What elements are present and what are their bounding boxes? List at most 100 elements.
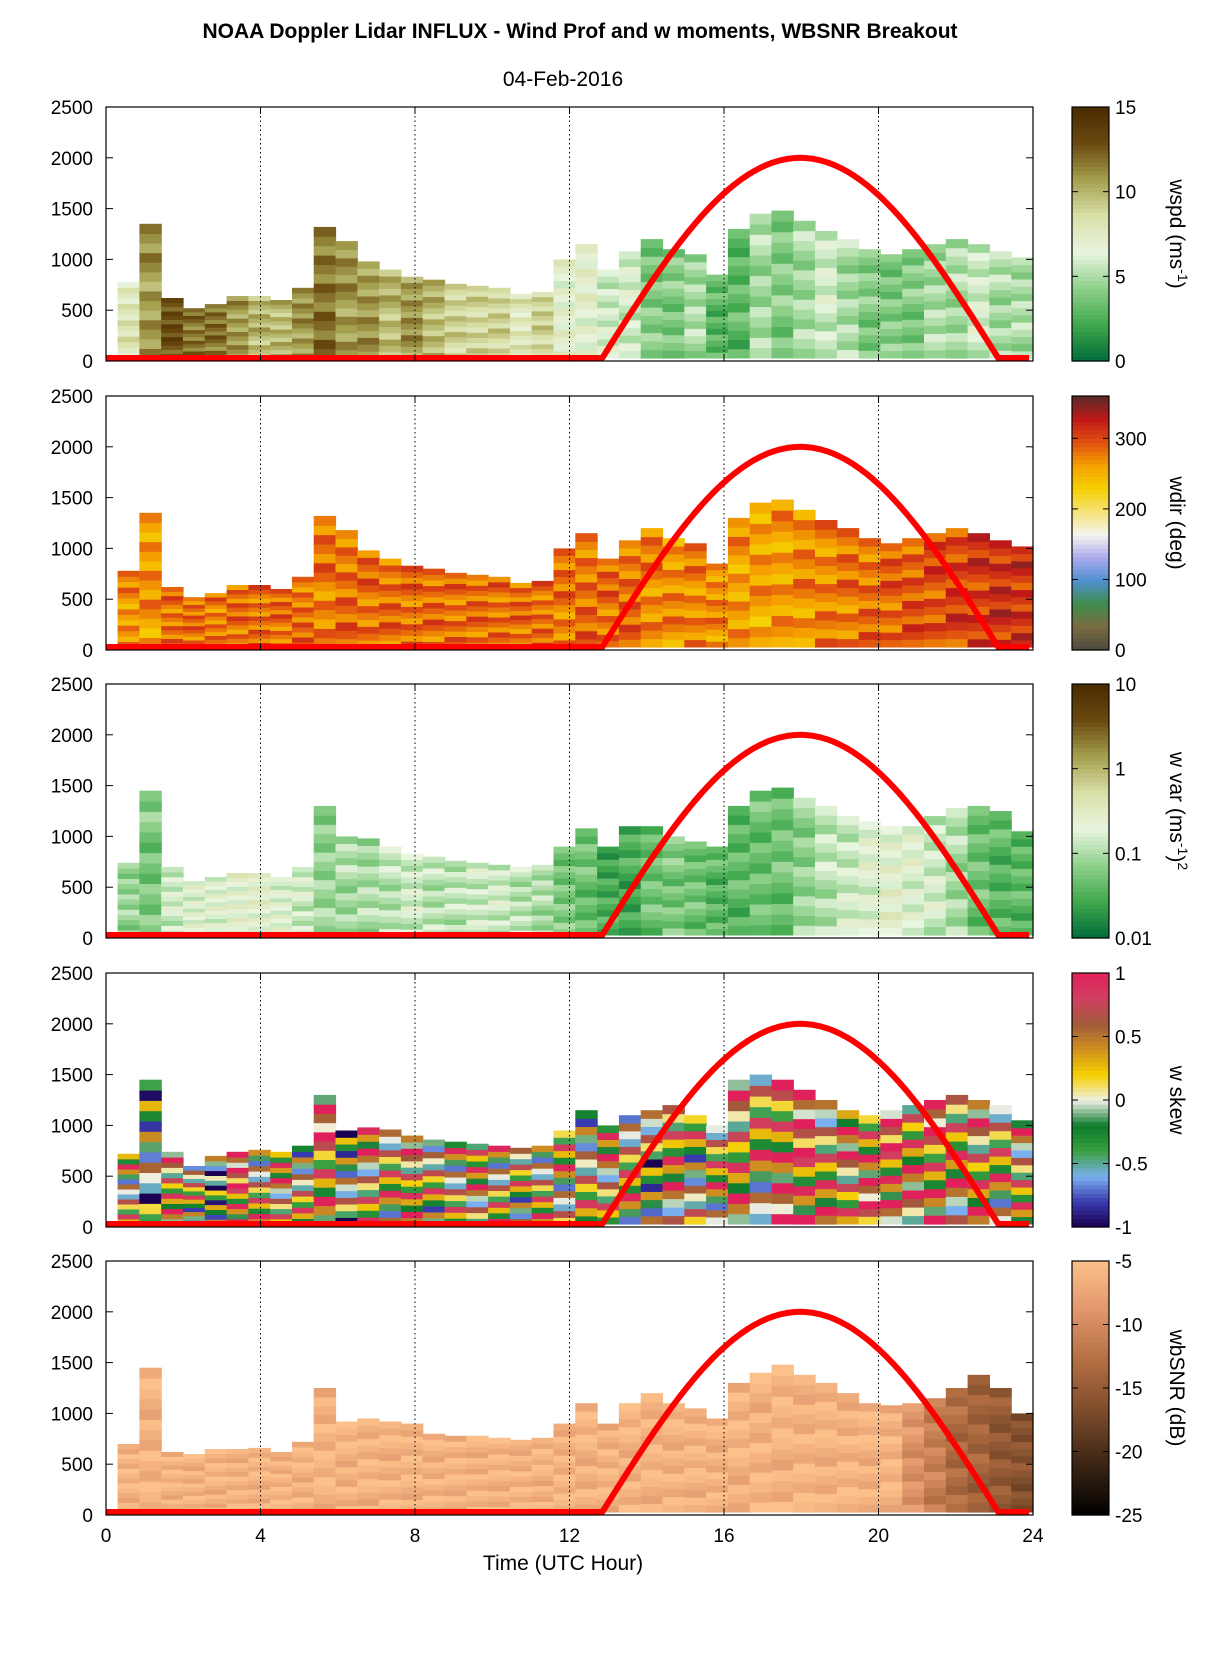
- heatmap-cell: [771, 1396, 794, 1408]
- heatmap-cell: [204, 331, 228, 336]
- heatmap-cells: [117, 499, 1034, 648]
- heatmap-cell: [706, 593, 729, 600]
- heatmap-cell: [967, 1206, 990, 1216]
- heatmap-cell: [902, 1426, 925, 1435]
- heatmap-cell: [945, 1476, 969, 1486]
- heatmap-cell: [662, 1504, 685, 1513]
- heatmap-cell: [989, 342, 1012, 351]
- heatmap-cell: [815, 556, 838, 566]
- heatmap-cell: [488, 1448, 511, 1455]
- heatmap-cell: [902, 1442, 925, 1451]
- colorbar-swatch: [1072, 981, 1109, 987]
- heatmap-cell: [204, 877, 228, 882]
- heatmap-cell: [270, 901, 293, 907]
- heatmap-cell: [640, 587, 664, 597]
- colorbar-swatch: [1072, 1476, 1109, 1482]
- heatmap-cell: [836, 1110, 860, 1119]
- heatmap-cell: [509, 610, 533, 616]
- colorbar-tick-label: 0.5: [1115, 1028, 1141, 1049]
- heatmap-cell: [531, 590, 555, 596]
- heatmap-cell: [684, 580, 707, 589]
- heatmap-cell: [575, 557, 598, 567]
- heatmap-cell: [1011, 883, 1034, 892]
- heatmap-cell: [357, 282, 380, 290]
- heatmap-cell: [902, 334, 925, 344]
- heatmap-cell: [815, 1162, 838, 1172]
- heatmap-cell: [444, 631, 467, 637]
- heatmap-cell: [989, 881, 1012, 892]
- heatmap-cell: [902, 849, 925, 858]
- heatmap-cell: [858, 829, 881, 838]
- heatmap-cell: [815, 1108, 838, 1119]
- colorbar-swatch: [1072, 501, 1109, 507]
- heatmap-cell: [379, 294, 402, 302]
- colorbar-swatch: [1072, 1358, 1109, 1364]
- heatmap-cell: [161, 886, 184, 892]
- heatmap-cell: [684, 1452, 707, 1461]
- heatmap-cell: [880, 1458, 903, 1467]
- heatmap-cell: [117, 878, 140, 885]
- heatmap-cell: [771, 787, 794, 799]
- colorbar-swatch: [1072, 1167, 1109, 1173]
- heatmap-cell: [902, 903, 925, 913]
- heatmap-cell: [270, 1203, 293, 1210]
- heatmap-cell: [292, 915, 315, 921]
- heatmap-cell: [727, 238, 751, 248]
- heatmap-cell: [706, 922, 729, 930]
- heatmap-cell: [1011, 300, 1034, 309]
- heatmap-cell: [815, 833, 838, 844]
- colorbar-swatch: [1072, 480, 1109, 486]
- heatmap-cell: [727, 256, 751, 267]
- heatmap-cell: [357, 275, 380, 283]
- heatmap-cell: [967, 907, 990, 918]
- heatmap-cell: [836, 1175, 860, 1184]
- heatmap-cell: [422, 867, 446, 875]
- heatmap-cell: [509, 633, 533, 639]
- heatmap-cell: [727, 573, 751, 583]
- heatmap-cell: [793, 915, 816, 926]
- heatmap-cell: [924, 565, 947, 575]
- heatmap-cell: [902, 280, 925, 289]
- heatmap-cell: [662, 1480, 685, 1490]
- heatmap-cell: [357, 1161, 380, 1170]
- heatmap-cell: [989, 1388, 1012, 1398]
- heatmap-cell: [466, 1452, 489, 1459]
- heatmap-cell: [357, 557, 380, 565]
- heatmap-cell: [989, 1432, 1012, 1442]
- heatmap-cell: [139, 790, 162, 802]
- heatmap-cell: [117, 592, 140, 599]
- colorbar-frame: [1071, 683, 1110, 939]
- heatmap-cell: [749, 1422, 773, 1433]
- heatmap-cell: [335, 241, 358, 250]
- heatmap-cell: [335, 892, 358, 901]
- heatmap-cell: [139, 522, 162, 533]
- heatmap-cell: [422, 884, 446, 891]
- heatmap-cell: [640, 1126, 664, 1136]
- colorbar-swatch: [1072, 586, 1109, 592]
- colorbar-swatch: [1072, 696, 1109, 702]
- heatmap-cell: [858, 1216, 881, 1225]
- heatmap-cell: [488, 1207, 511, 1214]
- heatmap-cell: [924, 918, 947, 928]
- heatmap-cell: [553, 287, 576, 296]
- heatmap-cell: [684, 1177, 707, 1186]
- heatmap-cell: [488, 332, 511, 339]
- heatmap-cell: [662, 303, 685, 312]
- heatmap-cell: [924, 926, 947, 936]
- heatmap-cell: [357, 852, 380, 860]
- heatmap-cell: [597, 1474, 620, 1481]
- heatmap-cell: [749, 924, 773, 936]
- heatmap-cell: [880, 880, 903, 889]
- heatmap-cell: [902, 538, 925, 547]
- heatmap-cell: [945, 1467, 969, 1478]
- heatmap-cell: [161, 1198, 184, 1204]
- colorbar-frame: [1071, 106, 1110, 362]
- heatmap-cell: [444, 887, 467, 894]
- heatmap-cell: [793, 279, 816, 290]
- heatmap-cell: [640, 315, 664, 325]
- heatmap-cell: [1011, 336, 1034, 345]
- heatmap-cell: [509, 325, 533, 332]
- heatmap-cell: [771, 871, 794, 883]
- heatmap-cell: [204, 1194, 228, 1201]
